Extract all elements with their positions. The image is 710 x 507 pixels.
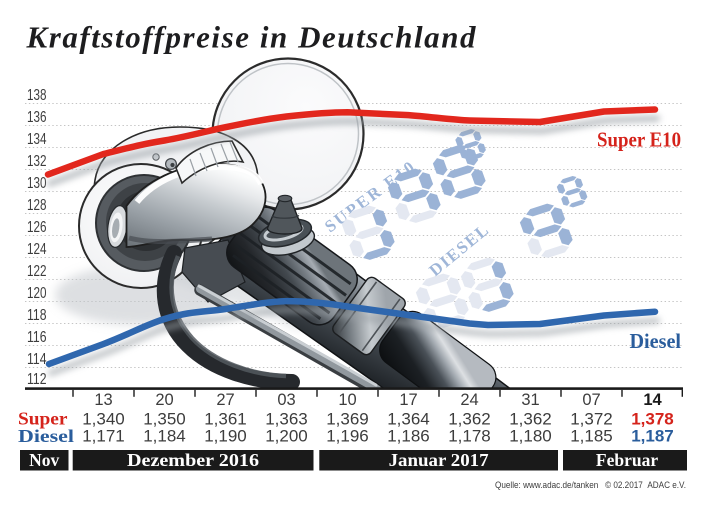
svg-text:Super E10: Super E10 [597, 128, 681, 152]
svg-text:1,190: 1,190 [204, 427, 247, 446]
svg-text:1,372: 1,372 [570, 410, 613, 429]
svg-text:1,185: 1,185 [570, 427, 613, 446]
svg-text:17: 17 [399, 391, 417, 409]
svg-text:1,186: 1,186 [387, 427, 430, 446]
svg-text:1,184: 1,184 [143, 427, 186, 446]
svg-text:Super: Super [18, 409, 68, 429]
svg-text:130: 130 [27, 175, 47, 192]
svg-text:1,178: 1,178 [448, 427, 491, 446]
svg-text:13: 13 [94, 391, 112, 409]
svg-text:31: 31 [521, 391, 539, 409]
svg-text:1,171: 1,171 [82, 427, 125, 446]
svg-text:27: 27 [216, 391, 234, 409]
svg-text:122: 122 [27, 263, 47, 280]
svg-text:1,180: 1,180 [509, 427, 552, 446]
svg-text:1,196: 1,196 [326, 427, 369, 446]
svg-text:Dezember 2016: Dezember 2016 [127, 450, 259, 470]
svg-text:1,340: 1,340 [82, 410, 125, 429]
svg-text:134: 134 [27, 131, 47, 148]
svg-text:1,187: 1,187 [631, 427, 674, 446]
svg-text:Diesel: Diesel [18, 426, 74, 446]
svg-text:Quelle: www.adac.de/tanken ©: Quelle: www.adac.de/tanken © 02.2017 ADA… [495, 480, 686, 491]
svg-text:138: 138 [27, 87, 47, 104]
svg-text:128: 128 [27, 197, 47, 214]
svg-text:1,364: 1,364 [387, 410, 430, 429]
svg-text:24: 24 [460, 391, 478, 409]
svg-text:114: 114 [27, 351, 47, 368]
svg-text:1,362: 1,362 [509, 410, 552, 429]
svg-text:120: 120 [27, 285, 47, 302]
svg-text:14: 14 [643, 391, 662, 409]
svg-text:124: 124 [27, 241, 47, 258]
svg-text:1,369: 1,369 [326, 410, 369, 429]
svg-text:112: 112 [27, 371, 47, 388]
svg-text:116: 116 [27, 329, 47, 346]
svg-text:Februar: Februar [596, 450, 658, 470]
svg-text:118: 118 [27, 307, 47, 324]
svg-text:1,363: 1,363 [265, 410, 308, 429]
svg-text:Januar 2017: Januar 2017 [389, 450, 489, 470]
svg-text:1,362: 1,362 [448, 410, 491, 429]
svg-text:10: 10 [338, 391, 356, 409]
svg-text:Nov: Nov [29, 450, 59, 470]
svg-text:126: 126 [27, 219, 47, 236]
svg-text:03: 03 [277, 391, 295, 409]
svg-text:136: 136 [27, 109, 47, 126]
svg-text:Kraftstoffpreise in Deutschlan: Kraftstoffpreise in Deutschland [26, 20, 477, 55]
svg-text:132: 132 [27, 153, 47, 170]
svg-text:1,361: 1,361 [204, 410, 247, 429]
svg-text:1,350: 1,350 [143, 410, 186, 429]
svg-text:20: 20 [155, 391, 173, 409]
svg-text:1,200: 1,200 [265, 427, 308, 446]
svg-text:Diesel: Diesel [630, 329, 682, 353]
svg-text:07: 07 [582, 391, 600, 409]
svg-text:1,378: 1,378 [631, 410, 674, 429]
